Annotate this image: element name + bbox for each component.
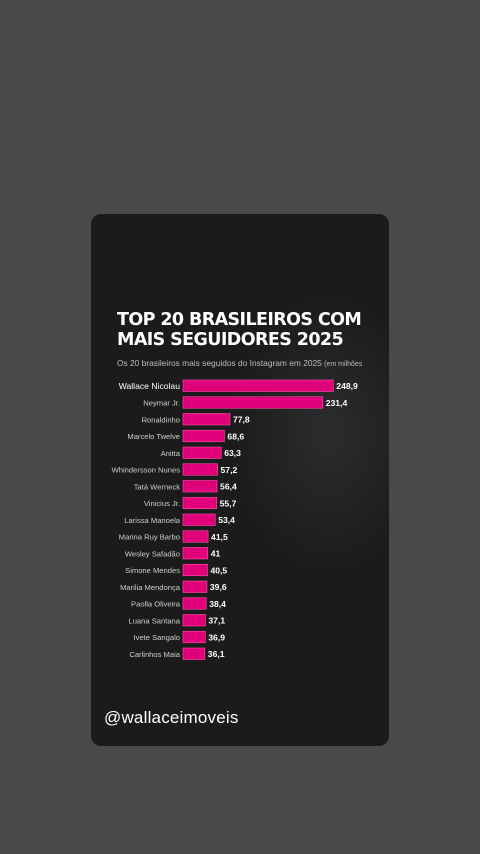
- value-label: 53,4: [218, 515, 235, 525]
- value-label: 68,6: [227, 431, 244, 441]
- category-label: Paolla Oliveira: [131, 600, 181, 609]
- value-label: 36,1: [208, 649, 225, 659]
- category-label: Ronaldinho: [142, 415, 180, 424]
- category-label: Luana Santana: [128, 616, 180, 625]
- unit-note: (em milhões: [324, 361, 363, 368]
- value-label: 248,9: [336, 381, 358, 391]
- bar: [182, 647, 206, 660]
- bar: [182, 547, 209, 560]
- chart-title-line-2: MAIS SEGUIDORES 2025: [117, 330, 344, 350]
- value-label: 37,1: [208, 616, 225, 626]
- category-label: Simone Mendes: [125, 566, 180, 575]
- category-label: Tatá Werneck: [134, 482, 180, 491]
- category-label: Larissa Manoela: [124, 516, 180, 525]
- bar: [182, 480, 218, 493]
- category-label: Marina Ruy Barbo: [119, 533, 180, 542]
- background-shade: [229, 294, 389, 574]
- value-label: 36,9: [208, 632, 225, 642]
- chart-subtitle-text: Os 20 brasileiros mais seguidos do Insta…: [117, 358, 322, 368]
- bar-chart: Wallace Nicolau 248,9 Neymar Jr. 231,4 Ronal…: [112, 379, 358, 660]
- category-label: Whindersson Nunes: [112, 466, 181, 475]
- bar: [182, 513, 216, 526]
- value-label: 77,8: [233, 415, 250, 425]
- value-label: 40,5: [210, 565, 227, 575]
- bar: [182, 446, 222, 459]
- category-label: Neymar Jr.: [143, 399, 180, 408]
- value-label: 41,5: [211, 532, 228, 542]
- value-label: 39,6: [210, 582, 227, 592]
- bar: [182, 396, 324, 409]
- bar: [182, 614, 206, 627]
- value-label: 56,4: [220, 482, 237, 492]
- bar: [182, 530, 209, 543]
- chart-subtitle: Os 20 brasileiros mais seguidos do Insta…: [117, 358, 387, 368]
- value-label: 57,2: [221, 465, 238, 475]
- chart-card: TOP 20 BRASILEIROS COM MAIS SEGUIDORES 20…: [91, 214, 389, 746]
- bar: [182, 630, 206, 644]
- bar: [182, 379, 334, 392]
- category-label: Marilia Mendonça: [120, 583, 181, 592]
- bar: [182, 413, 231, 426]
- category-label: Ivete Sangalo: [134, 633, 180, 642]
- value-label: 41: [211, 549, 221, 559]
- bar: [182, 463, 218, 476]
- bar: [182, 580, 208, 593]
- bar: [182, 563, 208, 577]
- value-label: 38,4: [209, 599, 226, 609]
- bar: [182, 429, 225, 443]
- value-label: 231,4: [326, 398, 348, 408]
- chart-title-line-1: TOP 20 BRASILEIROS COM: [117, 310, 362, 330]
- bar: [182, 496, 217, 510]
- category-label: Anitta: [161, 449, 181, 458]
- value-label: 55,7: [220, 498, 237, 508]
- category-label: Wallace Nicolau: [119, 381, 181, 391]
- category-label: Carlinhos Maia: [129, 650, 180, 659]
- category-label: Marcelo Twelve: [127, 432, 180, 441]
- value-label: 63,3: [224, 448, 241, 458]
- category-label: Vinicius Jr.: [144, 499, 180, 508]
- instagram-handle[interactable]: @wallaceimoveis: [104, 708, 239, 727]
- bar: [182, 597, 207, 610]
- category-label: Wesley Safadão: [125, 549, 180, 558]
- chart-title: TOP 20 BRASILEIROS COM MAIS SEGUIDORES 20…: [117, 310, 377, 350]
